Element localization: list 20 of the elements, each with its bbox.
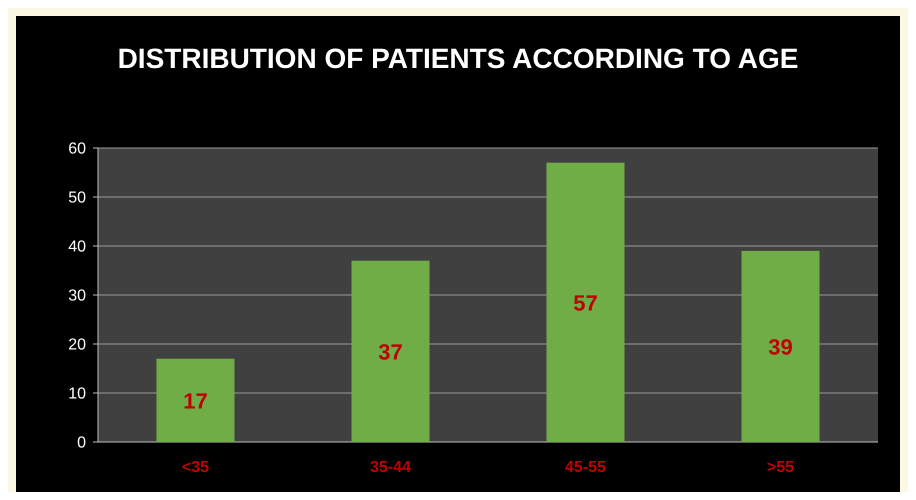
data-label: 17 [183, 388, 208, 414]
y-tick-label: 60 [68, 140, 86, 158]
x-tick-label: 35-44 [370, 459, 412, 476]
y-tick-label: 0 [77, 434, 86, 452]
data-label: 37 [378, 339, 403, 364]
bar [546, 162, 624, 442]
data-label: 57 [573, 290, 598, 316]
chart-title: DISTRIBUTION OF PATIENTS ACCORDING TO AGE [118, 43, 798, 74]
y-tick-label: 40 [68, 238, 86, 256]
x-tick-label: 45-55 [565, 459, 606, 476]
bar [352, 260, 430, 442]
y-tick-label: 30 [68, 288, 86, 305]
y-tick-label: 10 [68, 386, 86, 403]
data-label: 39 [768, 334, 793, 360]
y-tick-label: 50 [68, 190, 86, 207]
bar [742, 250, 820, 442]
x-tick-label: <35 [182, 459, 210, 476]
bar [156, 358, 234, 442]
x-tick-label: >55 [766, 459, 794, 476]
y-tick-label: 20 [68, 336, 86, 354]
